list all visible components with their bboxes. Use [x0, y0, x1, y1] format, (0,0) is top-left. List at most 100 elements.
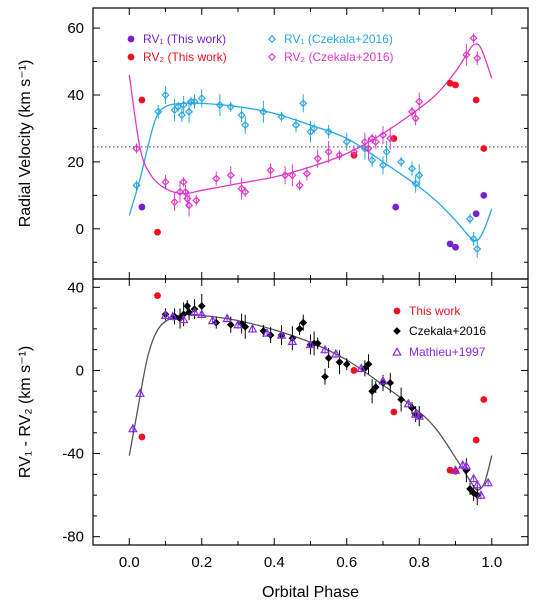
top-data-point [378, 131, 388, 140]
top-y-tick-label: 0 [76, 221, 84, 238]
top-data-point [473, 54, 482, 63]
top-y-tick-label: 20 [67, 154, 84, 171]
top-data-point [411, 179, 420, 188]
x-tick-label: 0.2 [191, 554, 212, 571]
top-data-point [291, 121, 301, 130]
x-tick-label: 0.4 [264, 554, 285, 571]
bottom-data-point [320, 344, 330, 354]
bottom-data-point [247, 323, 258, 333]
bottom-data-point [410, 409, 421, 418]
top-data-point [302, 169, 311, 178]
top-data-point [472, 96, 480, 104]
top-data-point [161, 90, 170, 100]
top-data-point [472, 210, 480, 218]
bottom-data-point [276, 330, 287, 339]
top-legend-label: RV₁ (Czekala+2016) [284, 32, 393, 46]
top-data-point [349, 147, 359, 156]
top-data-point [335, 151, 344, 160]
top-data-point [407, 164, 417, 173]
top-data-point [364, 144, 373, 153]
bottom-data-point [390, 408, 398, 416]
top-data-point [215, 100, 224, 110]
bottom-y-tick-label: 0 [76, 362, 84, 379]
top-data-point [415, 97, 424, 106]
top-data-point [192, 196, 201, 205]
top-data-point [446, 240, 454, 248]
top-data-point [138, 203, 146, 211]
top-legend-marker [127, 53, 135, 61]
bottom-y-tick-label: -80 [62, 529, 84, 546]
top-data-point [266, 166, 275, 175]
top-data-point [185, 201, 194, 210]
top-data-point [480, 145, 488, 152]
top-data-point [179, 100, 188, 110]
bottom-data-point [386, 379, 395, 387]
top-data-point [190, 97, 199, 106]
top-data-point [382, 147, 391, 156]
bottom-data-point [189, 307, 200, 316]
bottom-data-point [233, 319, 243, 329]
bottom-y-tick-label: 40 [67, 279, 84, 296]
bottom-data-point [128, 423, 138, 433]
top-data-point [360, 137, 369, 146]
top-data-point [295, 181, 304, 190]
top-data-point [371, 137, 380, 146]
top-data-point [342, 137, 351, 146]
top-data-point [465, 214, 475, 223]
top-legend-label: RV₂ (This work) [143, 50, 227, 64]
top-data-point [132, 144, 141, 153]
bottom-data-point [313, 339, 322, 348]
bottom-data-point [483, 477, 493, 487]
bottom-data-point [350, 367, 358, 374]
top-data-point [446, 79, 454, 87]
top-data-point [241, 121, 250, 130]
top-data-point [411, 114, 420, 123]
bottom-data-point [321, 372, 329, 381]
bottom-data-point [466, 485, 474, 493]
top-data-point [480, 191, 488, 199]
top-data-point [452, 81, 459, 89]
top-data-point [368, 156, 377, 165]
top-data-point [212, 174, 221, 183]
bottom-legend-marker [393, 307, 401, 315]
bottom-data-point [299, 318, 308, 327]
top-legend-marker [267, 34, 277, 44]
top-data-point [469, 234, 478, 243]
top-y-axis-label: Radial Velocity (km s⁻¹) [17, 60, 34, 228]
top-data-point [452, 243, 459, 251]
bottom-panel: 40 0 -40 -80 0.0 0.2 0.4 0.6 0.8 1.0 This work Czek… [62, 278, 529, 571]
bottom-data-point [160, 310, 171, 320]
bottom-y-axis-label: RV₁ - RV₂ (km s⁻¹) [17, 346, 34, 478]
bottom-data-point [371, 383, 380, 391]
top-data-point [175, 187, 185, 197]
top-legend-label: RV₁ (This work) [143, 32, 226, 46]
bottom-data-point [461, 460, 472, 470]
bottom-data-point [472, 436, 480, 444]
top-data-point [241, 187, 250, 197]
top-data-point [324, 147, 333, 156]
top-data-point [407, 107, 417, 116]
bottom-data-point [154, 292, 161, 300]
bottom-data-point [185, 308, 193, 317]
top-data-point [392, 203, 400, 211]
x-tick-label: 0.0 [119, 554, 140, 571]
bottom-data-point [197, 302, 206, 310]
top-data-point [132, 181, 141, 190]
x-tick-label: 0.6 [336, 554, 357, 571]
bottom-data-point [335, 358, 344, 366]
bottom-data-point [342, 360, 351, 369]
top-data-point [324, 127, 333, 136]
top-data-point [299, 99, 308, 108]
top-data-point [378, 161, 388, 170]
top-data-point [138, 96, 146, 104]
top-data-point [288, 171, 297, 180]
bottom-data-point [207, 315, 218, 325]
bottom-data-point [262, 327, 272, 337]
bottom-data-point [178, 314, 189, 324]
bottom-data-point [331, 348, 341, 358]
top-panel: 60 40 20 0 RV₁ (This work) RV₂ (This work) RV₁… [67, 7, 529, 280]
bottom-legend-label: Mathieu+1997 [409, 345, 486, 359]
top-data-point [154, 228, 161, 236]
